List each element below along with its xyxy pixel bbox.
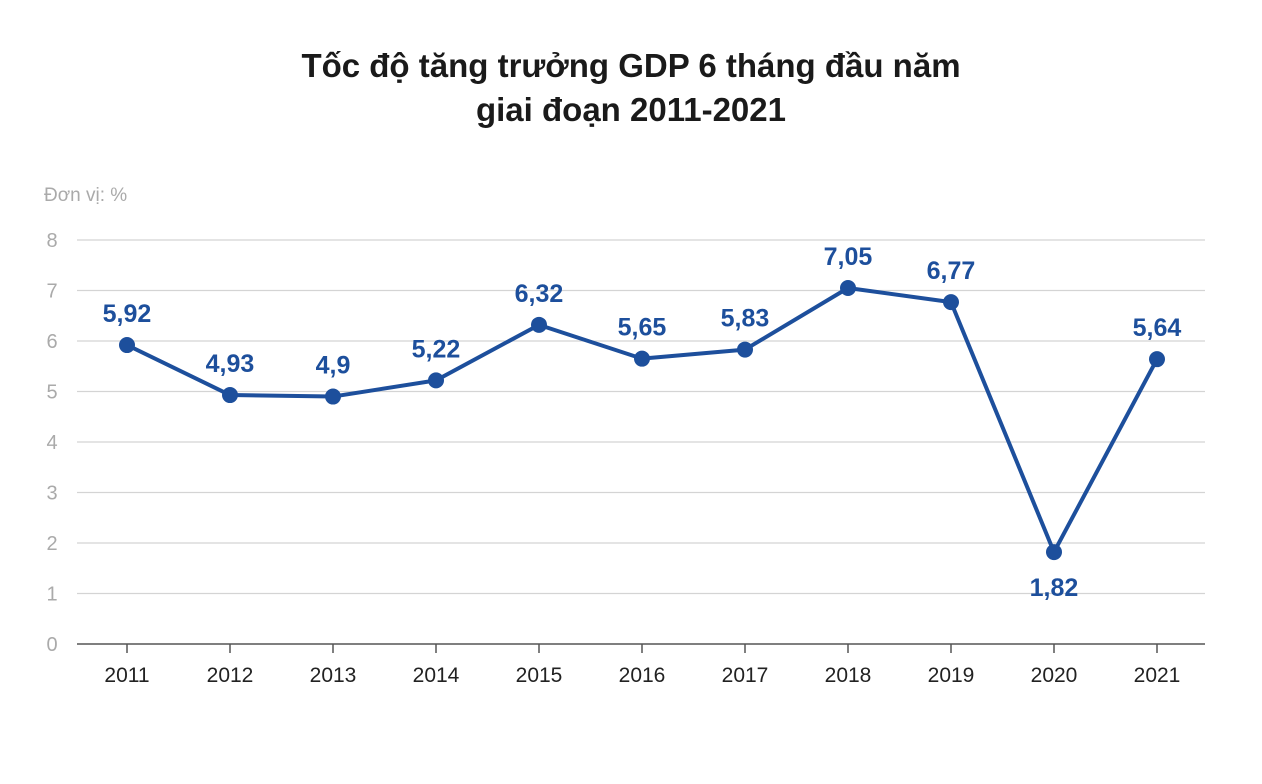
x-tick-label: 2014 bbox=[413, 664, 460, 687]
data-label: 5,83 bbox=[721, 305, 770, 333]
data-point bbox=[737, 341, 753, 358]
x-tick-label: 2012 bbox=[207, 664, 254, 687]
data-label: 1,82 bbox=[1030, 574, 1079, 602]
data-point bbox=[531, 316, 547, 333]
y-tick-label: 3 bbox=[46, 483, 57, 505]
data-point bbox=[222, 387, 238, 404]
data-point bbox=[428, 372, 444, 389]
x-tick-label: 2016 bbox=[619, 664, 666, 687]
y-tick-label: 8 bbox=[46, 230, 57, 252]
y-tick-label: 1 bbox=[46, 584, 57, 606]
data-label: 4,9 bbox=[316, 352, 351, 380]
data-label: 6,77 bbox=[927, 257, 976, 285]
data-point bbox=[634, 350, 650, 367]
x-tick-label: 2015 bbox=[516, 664, 563, 687]
x-tick-label: 2013 bbox=[310, 664, 357, 687]
chart-title-line-2: giai đoạn 2011-2021 bbox=[475, 91, 786, 128]
data-point bbox=[840, 279, 856, 296]
data-label: 5,22 bbox=[412, 335, 461, 363]
data-label: 5,92 bbox=[103, 300, 152, 328]
unit-label: Đơn vị: % bbox=[44, 185, 127, 206]
y-tick-label: 2 bbox=[46, 533, 57, 555]
data-point bbox=[119, 337, 135, 354]
x-tick-label: 2019 bbox=[928, 664, 975, 687]
data-label: 6,32 bbox=[515, 280, 564, 308]
y-tick-label: 6 bbox=[46, 331, 57, 353]
data-point bbox=[1149, 351, 1165, 368]
y-tick-label: 0 bbox=[46, 634, 57, 656]
x-tick-label: 2020 bbox=[1031, 664, 1078, 687]
x-tick-label: 2018 bbox=[825, 664, 872, 687]
x-tick-label: 2017 bbox=[722, 664, 769, 687]
y-tick-label: 7 bbox=[46, 281, 57, 303]
data-label: 5,65 bbox=[618, 314, 667, 342]
data-point bbox=[943, 294, 959, 311]
data-label: 4,93 bbox=[206, 350, 255, 378]
data-point bbox=[1046, 544, 1062, 561]
chart-title-line-1: Tốc độ tăng trưởng GDP 6 tháng đầu năm bbox=[301, 47, 961, 84]
data-label: 7,05 bbox=[824, 243, 873, 271]
y-tick-label: 4 bbox=[46, 432, 57, 454]
x-tick-label: 2021 bbox=[1134, 664, 1181, 687]
chart-title: Tốc độ tăng trưởng GDP 6 tháng đầu năm g… bbox=[0, 44, 1262, 132]
x-tick-label: 2011 bbox=[104, 664, 149, 687]
y-tick-label: 5 bbox=[46, 382, 57, 404]
data-label: 5,64 bbox=[1133, 314, 1182, 342]
data-point bbox=[325, 388, 341, 405]
